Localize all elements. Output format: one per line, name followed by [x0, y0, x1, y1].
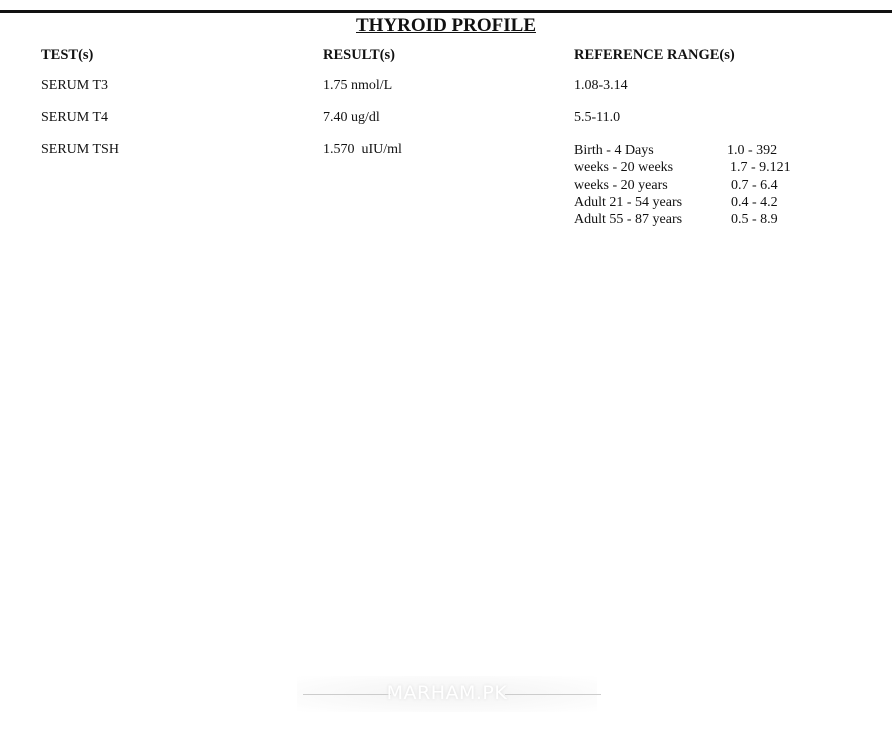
reference-value: 0.4 - 4.2 — [731, 194, 778, 210]
watermark-line-left — [303, 694, 391, 695]
reference-row: weeks - 20 weeks 1.7 - 9.121 — [574, 159, 791, 176]
test-reference: 5.5-11.0 — [574, 110, 621, 125]
header-reference: REFERENCE RANGE(s) — [574, 47, 735, 63]
test-result: 7.40 ug/dl — [323, 110, 380, 125]
reference-label: Birth - 4 Days — [574, 143, 654, 158]
header-divider — [0, 10, 892, 13]
header-test: TEST(s) — [41, 47, 94, 63]
reference-row: Adult 55 - 87 years 0.5 - 8.9 — [574, 211, 791, 228]
header-result: RESULT(s) — [323, 47, 395, 63]
reference-label: Adult 21 - 54 years — [574, 194, 683, 210]
test-name: SERUM T4 — [41, 110, 109, 125]
tsh-reference-ranges: Birth - 4 Days 1.0 - 392 weeks - 20 weeks… — [574, 142, 791, 228]
report-title: THYROID PROFILE — [356, 15, 536, 36]
test-reference: 1.08-3.14 — [574, 78, 628, 93]
watermark: MARHAM.PK — [297, 676, 601, 712]
reference-row: Adult 21 - 54 years 0.4 - 4.2 — [574, 194, 791, 211]
reference-label: weeks - 20 weeks — [574, 160, 674, 176]
test-result: 1.570 uIU/ml — [323, 142, 402, 157]
test-name: SERUM TSH — [41, 142, 119, 157]
watermark-line-right — [505, 694, 601, 695]
reference-row: Birth - 4 Days 1.0 - 392 — [574, 142, 791, 159]
reference-label: Adult 55 - 87 years — [574, 212, 683, 228]
reference-value: 1.0 - 392 — [727, 143, 778, 158]
reference-value: 1.7 - 9.121 — [730, 160, 791, 176]
reference-value: 0.7 - 6.4 — [731, 177, 778, 193]
watermark-text: MARHAM.PK — [386, 682, 508, 704]
reference-label: weeks - 20 years — [574, 177, 668, 193]
test-name: SERUM T3 — [41, 78, 109, 93]
reference-value: 0.5 - 8.9 — [731, 212, 778, 228]
reference-row: weeks - 20 years 0.7 - 6.4 — [574, 177, 791, 194]
test-result: 1.75 nmol/L — [323, 78, 393, 93]
